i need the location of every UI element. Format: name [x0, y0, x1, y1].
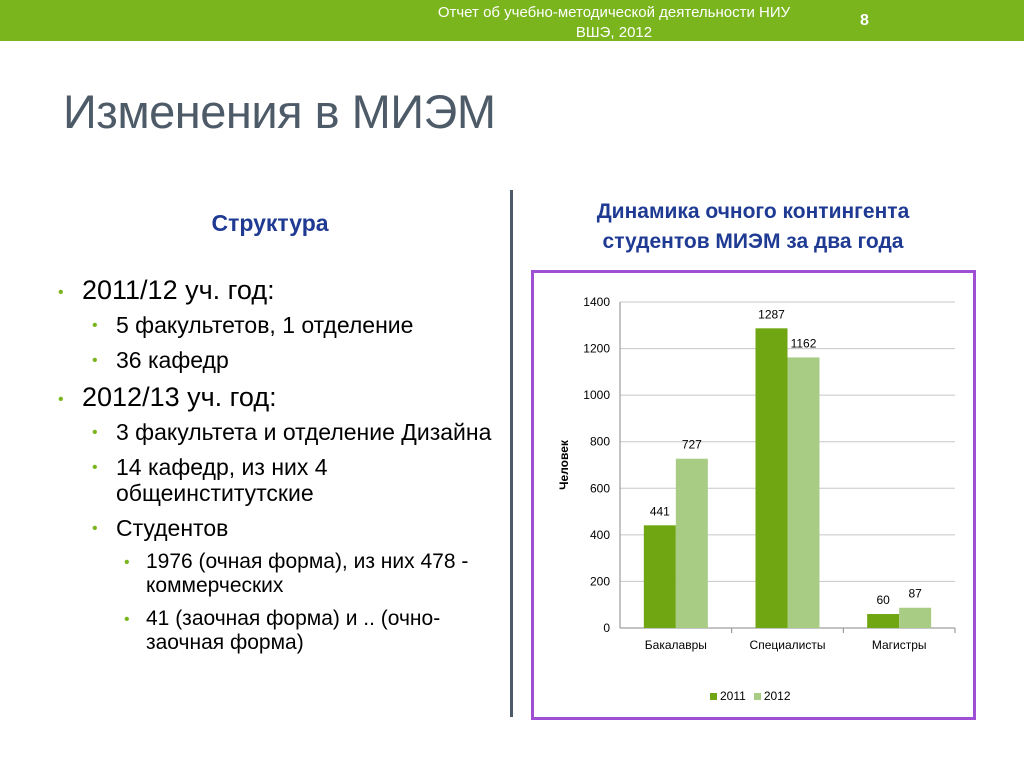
chart-heading: Динамика очного контингента студентов МИ… — [540, 197, 966, 257]
bullet-item: • 41 (заочная форма) и .. (очно-заочная ф… — [56, 607, 496, 655]
bullet-text: Студентов — [116, 515, 229, 541]
bullet-item: • 1976 (очная форма), из них 478 - коммер… — [56, 550, 496, 598]
bullet-dot-icon: • — [92, 520, 98, 537]
bullet-text: 3 факультета и отделение Дизайна — [116, 419, 492, 445]
bullet-dot-icon: • — [92, 352, 98, 369]
y-tick-label: 1000 — [583, 388, 610, 402]
bullet-text: 1976 (очная форма), из них 478 - коммерч… — [146, 550, 469, 597]
y-tick-label: 600 — [590, 481, 610, 495]
bullet-item: • 36 кафедр — [56, 347, 496, 373]
bullet-dot-icon: • — [92, 317, 98, 334]
y-tick-label: 0 — [603, 621, 610, 635]
slide-title: Изменения в МИЭМ — [63, 85, 496, 138]
y-tick-label: 1400 — [583, 295, 610, 309]
bullet-item: • 2011/12 уч. год: — [56, 275, 496, 306]
bullet-text: 14 кафедр, из них 4 общеинститутские — [116, 454, 328, 506]
chart-heading-line1: Динамика очного контингента — [596, 200, 910, 223]
bullet-item: • 3 факультета и отделение Дизайна — [56, 419, 496, 445]
bullet-text: 2011/12 уч. год: — [82, 275, 275, 305]
bullet-dot-icon: • — [58, 284, 64, 301]
bullet-dot-icon: • — [92, 459, 98, 476]
data-label: 727 — [682, 438, 702, 452]
legend-swatch-2011 — [710, 692, 717, 700]
chart-frame: 0 200 400 600 800 1000 1200 1400 Человек Бакалавр… — [531, 270, 976, 720]
report-caption-line2: ВШЭ, 2012 — [575, 24, 653, 41]
y-axis-title: Человек — [557, 439, 571, 490]
bar-2012-0 — [675, 458, 708, 628]
legend-label-2012: 2012 — [763, 689, 791, 703]
bullet-dot-icon: • — [124, 611, 130, 628]
x-tick-label: Бакалавры — [645, 638, 707, 652]
report-caption: Отчет об учебно-методической деятельност… — [392, 3, 836, 43]
bullet-item: • Студентов — [56, 515, 496, 541]
bullet-dot-icon: • — [124, 554, 130, 571]
chart-heading-line2: студентов МИЭМ за два года — [602, 230, 904, 253]
column-divider — [510, 190, 513, 717]
header-bar: Отчет об учебно-методической деятельност… — [0, 0, 1024, 41]
bar-2011-2 — [867, 614, 900, 628]
bar-2011-0 — [643, 525, 676, 628]
bullet-text: 36 кафедр — [116, 347, 229, 373]
bar-2012-2 — [899, 607, 932, 628]
bullet-item: • 5 факультетов, 1 отделение — [56, 312, 496, 338]
bar-2012-1 — [787, 357, 820, 628]
bullet-item: • 14 кафедр, из них 4 общеинститутские — [56, 454, 496, 506]
bullet-text: 41 (заочная форма) и .. (очно-заочная фо… — [146, 607, 441, 654]
legend-item-2011: 2011 — [710, 689, 746, 703]
legend-item-2012: 2012 — [753, 689, 791, 703]
structure-heading: Структура — [211, 210, 329, 236]
legend-swatch-2012 — [753, 692, 761, 700]
x-tick-label: Магистры — [872, 638, 927, 652]
legend-label-2011: 2011 — [720, 689, 746, 703]
bullet-dot-icon: • — [92, 424, 98, 441]
chart-legend: 2011 2012 — [710, 689, 799, 703]
y-tick-label: 800 — [590, 435, 610, 449]
x-tick-label: Специалисты — [750, 638, 826, 652]
data-label: 1162 — [791, 336, 817, 350]
y-tick-label: 400 — [590, 528, 610, 542]
bullet-item: • 2012/13 уч. год: — [56, 382, 496, 413]
bullet-list: • 2011/12 уч. год: • 5 факультетов, 1 отде… — [56, 275, 496, 664]
report-caption-line1: Отчет об учебно-методической деятельност… — [437, 4, 791, 21]
page-number: 8 — [860, 12, 869, 29]
y-tick-label: 200 — [590, 574, 610, 588]
bar-chart: 0 200 400 600 800 1000 1200 1400 Человек Бакалавр… — [557, 295, 956, 652]
bullet-text: 2012/13 уч. год: — [82, 382, 277, 412]
data-label: 87 — [908, 587, 922, 601]
data-label: 441 — [650, 504, 670, 518]
bar-2011-1 — [755, 328, 788, 628]
y-tick-label: 1200 — [583, 342, 610, 356]
bullet-dot-icon: • — [58, 391, 64, 408]
data-label: 60 — [876, 593, 890, 607]
bullet-text: 5 факультетов, 1 отделение — [116, 312, 414, 338]
data-label: 1287 — [758, 307, 785, 321]
